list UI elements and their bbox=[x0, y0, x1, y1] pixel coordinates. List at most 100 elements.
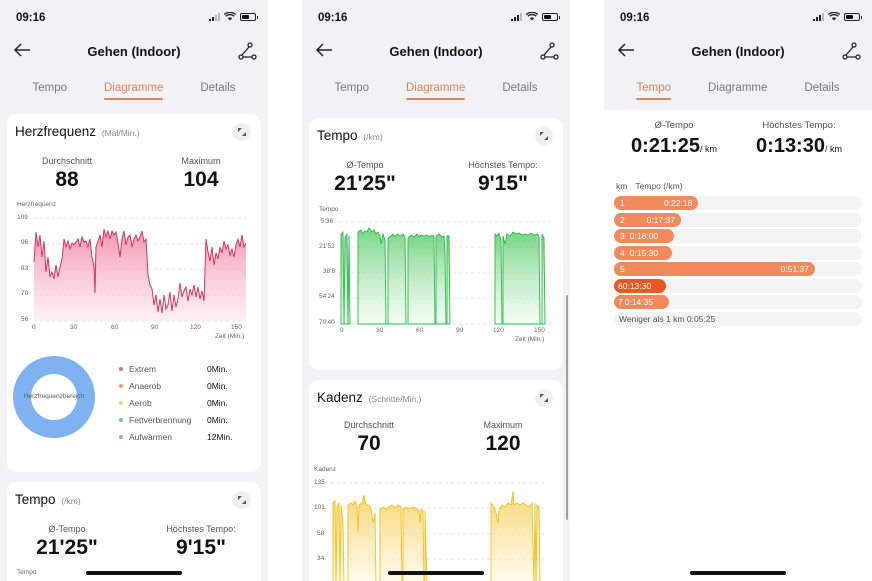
signal-icon bbox=[511, 12, 522, 21]
avg-tempo-summary: Ø-Tempo 0:21:25/ km bbox=[631, 120, 717, 157]
x-tick: 150 bbox=[534, 327, 545, 334]
status-time: 09:16 bbox=[16, 12, 46, 24]
tab-diagramme[interactable]: Diagramme bbox=[103, 76, 164, 100]
cadence-card: Kadenz (Schritte/Min.) Durchschnitt 70 M… bbox=[309, 380, 563, 581]
zone-row: Aerob 0Min. bbox=[119, 394, 233, 411]
x-axis-label: Zeit (Min.) bbox=[515, 336, 545, 343]
zone-dot bbox=[119, 383, 123, 388]
x-tick: 120 bbox=[493, 327, 504, 334]
zone-dot bbox=[119, 417, 123, 422]
y-tick: 109 bbox=[17, 214, 28, 221]
route-share-icon[interactable] bbox=[538, 40, 560, 62]
best-tempo-value: 0:13:30 bbox=[756, 135, 825, 157]
card-title: Herzfrequenz (Mal/Min.) bbox=[15, 124, 140, 139]
heart-rate-chart bbox=[33, 217, 247, 328]
card-title: Kadenz (Schritte/Min.) bbox=[317, 390, 422, 405]
page-title: Gehen (Indoor) bbox=[389, 44, 483, 59]
x-tick: 60 bbox=[416, 327, 424, 334]
back-arrow-icon[interactable] bbox=[12, 40, 32, 60]
hr-zone-legend: Extrem 0Min. Anaerob 0Min. Aerob 0Min. Fett… bbox=[119, 360, 233, 445]
zone-row: Extrem 0Min. bbox=[119, 360, 233, 377]
status-bar: 09:16 bbox=[302, 0, 570, 36]
expand-button[interactable] bbox=[535, 127, 553, 145]
signal-icon bbox=[813, 12, 824, 21]
splits-header: km Tempo (/km) bbox=[616, 181, 683, 191]
screen-diagrams-1: 09:16 Gehen (Indoor) Tempo Diagramme Det… bbox=[0, 0, 268, 581]
expand-button[interactable] bbox=[535, 389, 553, 407]
x-tick: 60 bbox=[111, 324, 119, 331]
scrollbar[interactable] bbox=[566, 295, 568, 520]
tab-bar: Tempo Diagramme Details bbox=[0, 76, 268, 106]
tempo-chart bbox=[339, 221, 551, 329]
x-tick: 0 bbox=[32, 324, 36, 331]
x-tick: 120 bbox=[190, 324, 201, 331]
hr-maximum: Maximum 104 bbox=[181, 156, 221, 191]
status-bar: 09:16 bbox=[604, 0, 872, 36]
expand-icon bbox=[238, 128, 246, 136]
nav-bar: Gehen (Indoor) bbox=[0, 36, 268, 68]
screen-tempo: 09:16 Gehen (Indoor) Tempo Diagramme Det… bbox=[604, 0, 872, 581]
x-tick: 30 bbox=[70, 324, 78, 331]
route-share-icon[interactable] bbox=[840, 40, 862, 62]
cadence-average: Durchschnitt 70 bbox=[343, 420, 395, 455]
tab-diagramme[interactable]: Diagramme bbox=[405, 76, 466, 100]
tab-details[interactable]: Details bbox=[200, 82, 236, 94]
back-arrow-icon[interactable] bbox=[314, 40, 334, 60]
battery-icon bbox=[240, 12, 258, 21]
y-tick: 54'24 bbox=[319, 293, 335, 300]
signal-icon bbox=[209, 12, 220, 21]
tab-details[interactable]: Details bbox=[804, 82, 840, 94]
x-tick: 150 bbox=[231, 324, 242, 331]
tab-diagramme[interactable]: Diagramme bbox=[707, 82, 768, 94]
tempo-average: Ø-Tempo 21'25" bbox=[334, 160, 396, 195]
x-tick: 90 bbox=[151, 324, 159, 331]
x-axis-label: Zeit (Min.) bbox=[215, 333, 245, 340]
x-tick: 90 bbox=[456, 327, 464, 334]
splits-list: 1 0:22:18 2 0:17:37 3 0:16:00 4 0:15:30 5 0:5… bbox=[614, 196, 862, 328]
split-row: 7 0:14:35 bbox=[614, 295, 862, 309]
expand-icon bbox=[238, 496, 246, 504]
y-tick: 70 bbox=[21, 290, 29, 297]
status-time: 09:16 bbox=[620, 12, 650, 24]
zone-row: Fettverbrennung 0Min. bbox=[119, 411, 233, 428]
split-remainder: Weniger als 1 km 0:05:25 bbox=[614, 311, 862, 326]
expand-icon bbox=[540, 132, 548, 140]
split-row: 1 0:22:18 bbox=[614, 196, 862, 210]
x-tick: 0 bbox=[340, 327, 344, 334]
back-arrow-icon[interactable] bbox=[616, 40, 636, 60]
home-indicator bbox=[86, 571, 182, 575]
tempo-card: Tempo (/km) Ø-Tempo 21'25" Höchstes Temp… bbox=[7, 482, 261, 581]
tab-tempo[interactable]: Tempo bbox=[334, 82, 369, 94]
y-tick: 68 bbox=[317, 530, 325, 537]
wifi-icon bbox=[526, 12, 538, 21]
zone-dot bbox=[119, 366, 123, 371]
tab-bar: Tempo Diagramme Details bbox=[604, 76, 872, 106]
zone-dot bbox=[119, 400, 123, 405]
card-title: Tempo (/km) bbox=[317, 128, 383, 143]
screen-diagrams-2: 09:16 Gehen (Indoor) Tempo Diagramme Det… bbox=[302, 0, 570, 581]
card-title: Tempo (/km) bbox=[15, 492, 81, 507]
tab-details[interactable]: Details bbox=[502, 82, 538, 94]
expand-button[interactable] bbox=[233, 491, 251, 509]
wifi-icon bbox=[224, 12, 236, 21]
chart-y-label: Tempo bbox=[319, 206, 339, 213]
cadence-maximum: Maximum 120 bbox=[483, 420, 523, 455]
tab-tempo[interactable]: Tempo bbox=[32, 82, 67, 94]
y-tick: 96 bbox=[21, 239, 29, 246]
battery-icon bbox=[844, 12, 862, 21]
y-tick: 83 bbox=[21, 265, 29, 272]
tempo-average: Ø-Tempo 21'25" bbox=[36, 524, 98, 559]
y-tick: 38'8 bbox=[323, 268, 336, 275]
hr-zone-donut: Herzfrequenzbereich bbox=[13, 356, 95, 438]
tab-tempo[interactable]: Tempo bbox=[636, 76, 671, 100]
hr-average: Durchschnitt 88 bbox=[41, 156, 93, 191]
zone-row: Anaerob 0Min. bbox=[119, 377, 233, 394]
tab-bar: Tempo Diagramme Details bbox=[302, 76, 570, 106]
battery-icon bbox=[542, 12, 560, 21]
x-tick: 30 bbox=[376, 327, 384, 334]
expand-button[interactable] bbox=[233, 123, 251, 141]
home-indicator bbox=[388, 571, 484, 575]
route-share-icon[interactable] bbox=[236, 40, 258, 62]
home-indicator bbox=[690, 571, 786, 575]
split-row: 4 0:15:30 bbox=[614, 245, 862, 260]
